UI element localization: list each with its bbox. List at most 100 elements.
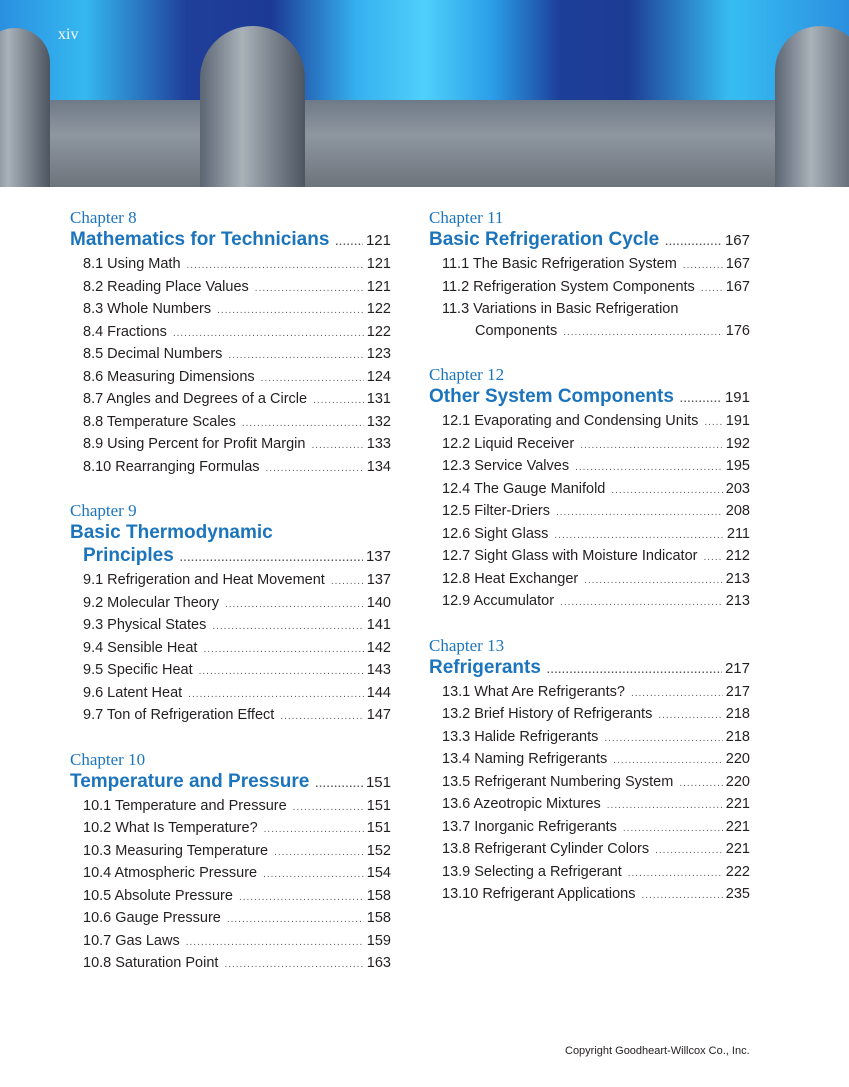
toc-entry[interactable]: 13.1 What Are Refrigerants? 217	[429, 682, 750, 705]
toc-entry[interactable]: 12.5 Filter-Driers 208	[429, 501, 750, 524]
dot-leader	[628, 863, 723, 885]
toc-entry[interactable]: 8.10 Rearranging Formulas 134	[70, 457, 391, 480]
chapter-title-line[interactable]: Temperature and Pressure 151	[70, 770, 391, 796]
toc-entry[interactable]: 12.2 Liquid Receiver 192	[429, 434, 750, 457]
toc-entry[interactable]: 10.7 Gas Laws 159	[70, 931, 391, 954]
page-number: 122	[366, 323, 391, 340]
toc-entry[interactable]: 13.4 Naming Refrigerants 220	[429, 749, 750, 772]
toc-entry[interactable]: 8.1 Using Math 121	[70, 254, 391, 277]
dot-leader	[274, 842, 364, 864]
entry-title: 12.1 Evaporating and Condensing Units	[442, 413, 699, 429]
dot-leader	[665, 231, 722, 254]
toc-entry[interactable]: 13.2 Brief History of Refrigerants 218	[429, 704, 750, 727]
chapter-title[interactable]: Basic Thermodynamic	[70, 522, 273, 543]
toc-entry[interactable]: 13.8 Refrigerant Cylinder Colors 221	[429, 839, 750, 862]
entry-title: 13.3 Halide Refrigerants	[442, 728, 599, 745]
toc-entry[interactable]: 9.4 Sensible Heat 142	[70, 638, 391, 661]
chapter-title-cont: Principles	[83, 545, 174, 566]
page-number: 221	[725, 841, 750, 857]
chapter-title: Mathematics for Technicians	[70, 229, 330, 250]
dot-leader	[212, 616, 363, 638]
dot-leader	[311, 435, 363, 457]
page-number: 167	[725, 256, 750, 272]
chapter-label: Chapter 11	[429, 208, 504, 227]
dot-leader	[224, 954, 363, 976]
toc-entry[interactable]: 10.2 What Is Temperature? 151	[70, 818, 391, 841]
toc-entry[interactable]: 8.9 Using Percent for Profit Margin 133	[70, 434, 391, 457]
toc-entry[interactable]: 12.9 Accumulator 213	[429, 591, 750, 614]
page-number: 211	[726, 525, 750, 542]
dot-leader	[227, 909, 364, 931]
toc-entry[interactable]: 12.1 Evaporating and Condensing Units 191	[429, 411, 750, 434]
toc-entry[interactable]: 9.1 Refrigeration and Heat Movement 137	[70, 570, 391, 593]
page-number: 152	[366, 842, 391, 859]
entry-title: 8.1 Using Math	[83, 256, 181, 272]
toc-entry[interactable]: 9.5 Specific Heat 143	[70, 660, 391, 683]
toc-entry[interactable]: 12.4 The Gauge Manifold 203	[429, 479, 750, 502]
toc-entry[interactable]: 9.3 Physical States 141	[70, 615, 391, 638]
entry-title: 13.8 Refrigerant Cylinder Colors	[442, 841, 650, 857]
toc-entry[interactable]: 11.2 Refrigeration System Components 167	[429, 277, 750, 300]
toc-entry[interactable]: 13.10 Refrigerant Applications 235	[429, 884, 750, 907]
toc-entry[interactable]: 8.5 Decimal Numbers 123	[70, 344, 391, 367]
toc-entry[interactable]: 9.6 Latent Heat 144	[70, 683, 391, 706]
chapter-title-line[interactable]: Refrigerants 217	[429, 656, 750, 682]
entry-title: 12.9 Accumulator	[442, 593, 555, 609]
page-number: 217	[724, 659, 750, 677]
page-number: 213	[725, 593, 750, 609]
toc-entry[interactable]: 10.3 Measuring Temperature 152	[70, 841, 391, 864]
toc-entry[interactable]: 10.8 Saturation Point 163	[70, 953, 391, 976]
toc-entry[interactable]: 13.6 Azeotropic Mixtures 221	[429, 794, 750, 817]
toc-entry[interactable]: 8.7 Angles and Degrees of a Circle 131	[70, 389, 391, 412]
toc-entry[interactable]: 12.8 Heat Exchanger 213	[429, 569, 750, 592]
toc-entry[interactable]: 11.1 The Basic Refrigeration System 167	[429, 254, 750, 277]
dot-leader	[658, 705, 722, 727]
toc-entry[interactable]: 13.3 Halide Refrigerants 218	[429, 727, 750, 750]
burner-left	[0, 28, 50, 187]
dot-leader	[641, 885, 722, 907]
toc-entry[interactable]: 10.6 Gauge Pressure 158	[70, 908, 391, 931]
toc-entry[interactable]: 10.5 Absolute Pressure 158	[70, 886, 391, 909]
toc-entry[interactable]: 13.7 Inorganic Refrigerants 221	[429, 817, 750, 840]
entry-title: 8.3 Whole Numbers	[83, 301, 212, 317]
toc-entry[interactable]: 13.9 Selecting a Refrigerant 222	[429, 862, 750, 885]
entry-title: 12.2 Liquid Receiver	[442, 435, 575, 452]
dot-leader	[280, 706, 363, 728]
page-number: 121	[366, 278, 391, 295]
toc-entry[interactable]: 12.6 Sight Glass 211	[429, 524, 750, 547]
entry-title: 11.1 The Basic Refrigeration System	[442, 256, 677, 272]
toc-entry[interactable]: 8.2 Reading Place Values 121	[70, 277, 391, 300]
chapter-title-line[interactable]: Principles 137	[70, 544, 391, 570]
entry-title: 9.5 Specific Heat	[83, 662, 193, 678]
toc-entry[interactable]: 8.6 Measuring Dimensions 124	[70, 367, 391, 390]
dot-leader	[217, 300, 364, 322]
dot-leader	[239, 887, 364, 909]
toc-entry[interactable]: 8.3 Whole Numbers 122	[70, 299, 391, 322]
page-number: 203	[725, 480, 750, 497]
page-number: 132	[366, 413, 391, 430]
page-number: 122	[366, 301, 391, 317]
toc-entry[interactable]: 10.1 Temperature and Pressure 151	[70, 796, 391, 819]
page-number: 158	[366, 887, 391, 904]
toc-entry[interactable]: 8.8 Temperature Scales 132	[70, 412, 391, 435]
chapter-title-line[interactable]: Basic Refrigeration Cycle 167	[429, 228, 750, 254]
copyright-notice: Copyright Goodheart-Willcox Co., Inc.	[565, 1045, 750, 1057]
toc-entry[interactable]: 9.2 Molecular Theory 140	[70, 593, 391, 616]
toc-entry[interactable]: 12.7 Sight Glass with Moisture Indicator…	[429, 546, 750, 569]
page-number: 123	[366, 346, 391, 362]
dot-leader	[604, 728, 722, 750]
entry-title: 8.6 Measuring Dimensions	[83, 368, 255, 385]
toc-entry[interactable]: 13.5 Refrigerant Numbering System 220	[429, 772, 750, 795]
toc-entry[interactable]: 12.3 Service Valves 195	[429, 456, 750, 479]
toc-entry[interactable]: 10.4 Atmospheric Pressure 154	[70, 863, 391, 886]
chapter-title-line[interactable]: Mathematics for Technicians 121	[70, 228, 391, 254]
page-number: 217	[725, 683, 750, 700]
toc-entry[interactable]: 11.3 Variations in Basic Refrigeration Co…	[429, 299, 750, 343]
entry-title: 8.2 Reading Place Values	[83, 278, 249, 295]
toc-entry[interactable]: 8.4 Fractions 122	[70, 322, 391, 345]
page-number: 191	[725, 413, 750, 429]
toc-entry[interactable]: 9.7 Ton of Refrigeration Effect 147	[70, 705, 391, 728]
dot-leader	[228, 345, 363, 367]
entry-title: 13.10 Refrigerant Applications	[442, 886, 636, 902]
chapter-title-line[interactable]: Other System Components 191	[429, 385, 750, 411]
